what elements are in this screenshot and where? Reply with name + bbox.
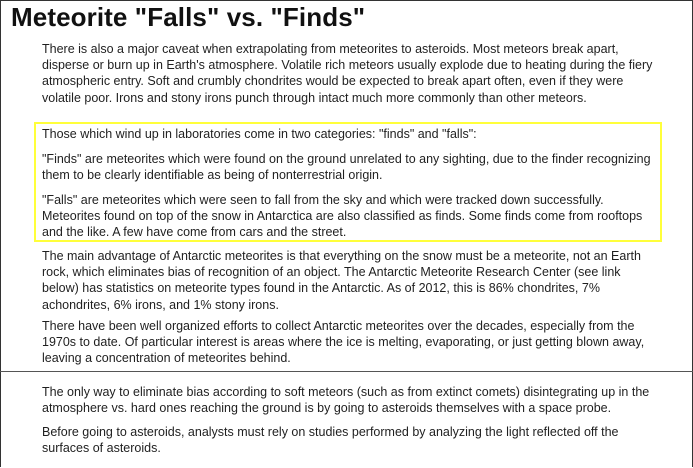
highlight-box	[34, 122, 662, 242]
antarctic-paragraph: The main advantage of Antarctic meteorit…	[42, 249, 641, 312]
light-paragraph: Before going to asteroids, analysts must…	[42, 425, 619, 456]
finds-paragraph: "Finds" are meteorites which were found …	[42, 152, 651, 183]
efforts-paragraph: There have been well organized efforts t…	[42, 319, 645, 366]
falls-paragraph: "Falls" are meteorites which were seen t…	[42, 193, 643, 240]
bias-paragraph: The only way to eliminate bias according…	[42, 385, 650, 416]
caveat-paragraph: There is also a major caveat when extrap…	[42, 42, 653, 105]
section-divider	[0, 371, 693, 372]
page-title: Meteorite "Falls" vs. "Finds"	[11, 2, 366, 32]
categories-paragraph: Those which wind up in laboratories come…	[42, 127, 477, 141]
